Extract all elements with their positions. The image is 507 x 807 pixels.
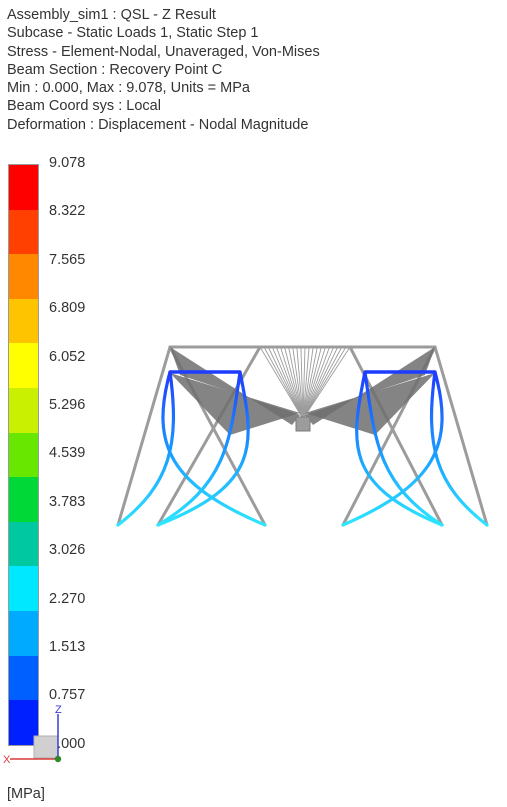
fan-spoke <box>280 346 304 420</box>
fan-spoke <box>292 346 304 420</box>
legend-tick-label: 4.539 <box>49 445 86 462</box>
color-legend-bar <box>8 164 39 746</box>
legend-band <box>9 521 38 567</box>
legend-band <box>9 343 38 389</box>
stressed-leg-beam <box>355 370 444 527</box>
legend-band <box>9 700 38 745</box>
stressed-leg-beam <box>116 370 176 527</box>
fan-spoke <box>302 346 339 420</box>
legend-band <box>9 165 38 210</box>
frame-beam-center-left <box>156 345 262 527</box>
fan-spoke <box>302 346 322 420</box>
legend-band <box>9 611 38 656</box>
legend-band <box>9 655 38 701</box>
fan-spoke <box>302 346 343 420</box>
fan-spoke <box>302 346 310 420</box>
legend-tick-label: 0.757 <box>49 687 86 704</box>
stressed-leg-beam <box>161 370 267 527</box>
legend-tick-label: 6.052 <box>49 348 86 365</box>
frame-beam-right-outer <box>433 345 489 527</box>
fan-spoke <box>302 346 335 420</box>
stressed-leg-beam <box>156 370 250 527</box>
triad-base-box <box>33 735 59 759</box>
triad-origin <box>54 755 62 763</box>
fan-spoke <box>267 346 304 420</box>
stressed-leg-beam <box>156 370 242 527</box>
result-info-panel: Assembly_sim1 : QSL - Z Result Subcase -… <box>7 6 320 134</box>
legend-tick-label: 3.783 <box>49 493 86 510</box>
deformation-line: Deformation : Displacement - Nodal Magni… <box>7 116 309 133</box>
legend-band <box>9 298 38 344</box>
legend-band <box>9 432 38 478</box>
min-max-line: Min : 0.000, Max : 9.078, Units = MPa <box>7 80 250 97</box>
legend-tick-label: 1.513 <box>49 639 86 655</box>
legend-band <box>9 209 38 255</box>
stressed-leg-beam <box>429 370 489 527</box>
triad-z-label: Z <box>55 704 62 716</box>
fan-spoke <box>263 346 304 420</box>
legend-tick-label: 6.809 <box>49 300 86 317</box>
fan-spoke <box>302 346 330 420</box>
fan-spoke <box>300 346 304 420</box>
frame-beam-left-outer <box>116 345 172 527</box>
fan-spoke <box>302 346 306 420</box>
title-line: Assembly_sim1 : QSL - Z Result <box>7 7 216 23</box>
fan-spoke <box>302 346 347 420</box>
legend-band <box>9 254 38 299</box>
fan-spoke <box>288 346 304 420</box>
fan-spoke <box>302 346 318 420</box>
beam-model-view[interactable] <box>110 335 495 535</box>
stressed-leg-beam <box>363 370 444 527</box>
legend-tick-label: 3.026 <box>49 542 86 559</box>
subcase-line: Subcase - Static Loads 1, Static Step 1 <box>7 25 259 42</box>
fan-spoke <box>259 346 304 420</box>
fan-spoke <box>302 346 314 420</box>
coordinate-triad: Z X <box>3 704 62 766</box>
legend-tick-label: 2.270 <box>49 590 86 607</box>
stressed-leg-beam <box>341 370 444 527</box>
legend-band <box>9 566 38 612</box>
legend-tick-label: 9.078 <box>49 155 86 171</box>
fan-spoke <box>302 346 351 420</box>
legend-tick-label: 5.296 <box>49 397 86 413</box>
center-hub <box>295 416 311 432</box>
fan-spoke <box>275 346 304 420</box>
triad-x-label: X <box>3 754 11 766</box>
beam-section-line: Beam Section : Recovery Point C <box>7 61 223 78</box>
fan-spoke <box>271 346 304 420</box>
fan-spoke <box>284 346 304 420</box>
fan-spoke <box>302 346 326 420</box>
stress-line: Stress - Element-Nodal, Unaveraged, Von-… <box>7 43 320 60</box>
fan-spoke <box>296 346 304 420</box>
coord-sys-line: Beam Coord sys : Local <box>7 98 161 115</box>
legend-band <box>9 388 38 433</box>
legend-tick-label: 8.322 <box>49 203 86 220</box>
units-label: [MPa] <box>7 786 45 802</box>
legend-band <box>9 477 38 522</box>
legend-tick-label: 7.565 <box>49 251 86 268</box>
